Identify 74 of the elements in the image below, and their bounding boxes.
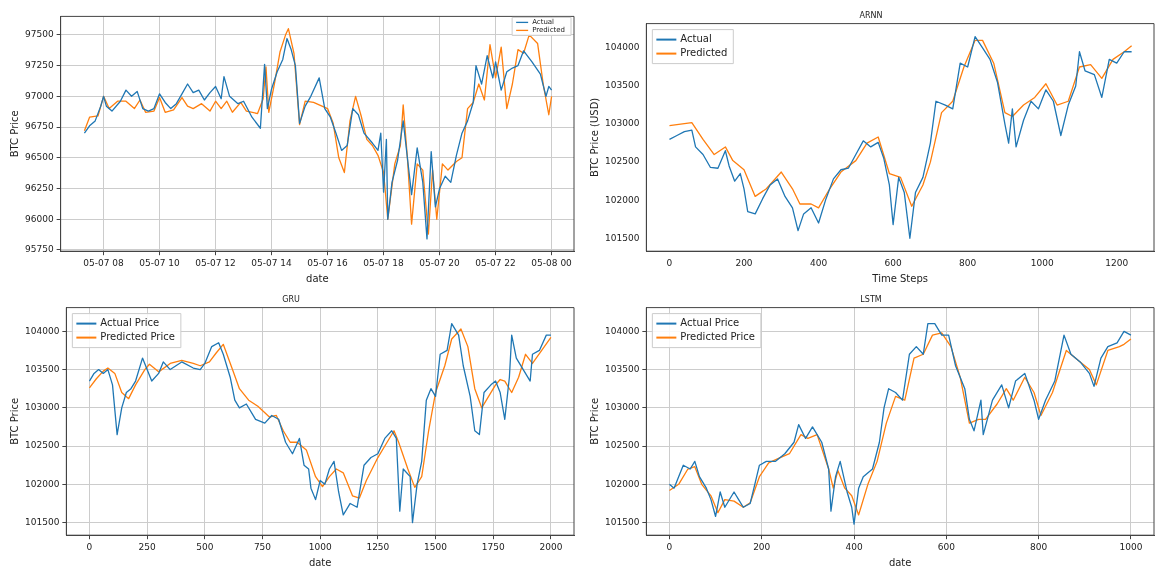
- legend-label: Predicted Price: [680, 331, 755, 343]
- y-axis-title: BTC Price (USD): [588, 97, 600, 178]
- x-tick-label: 200: [753, 541, 771, 552]
- x-tick-label: 400: [809, 257, 828, 268]
- y-tick-label: 101500: [605, 232, 640, 243]
- x-tick-label: 600: [884, 257, 902, 268]
- y-tick-label: 97250: [24, 59, 54, 70]
- x-tick-label: 500: [196, 541, 214, 552]
- x-tick-label: 1000: [1119, 541, 1143, 552]
- y-axis-title: BTC Price: [8, 110, 20, 158]
- x-axis-title: date: [308, 556, 332, 568]
- x-tick-label: 05-07 14: [251, 257, 293, 268]
- x-tick-label: 05-07 08: [83, 257, 125, 268]
- y-tick-label: 101500: [605, 516, 640, 527]
- x-tick-label: 1500: [424, 541, 448, 552]
- legend-label: Predicted Price: [100, 331, 175, 343]
- x-tick-label: 600: [937, 541, 956, 552]
- x-tick-label: 05-07 12: [195, 257, 236, 268]
- x-tick-label: 1000: [308, 541, 332, 552]
- x-tick-label: 05-07 22: [475, 257, 516, 268]
- x-tick-label: 05-07 10: [139, 257, 181, 268]
- y-tick-label: 102500: [25, 440, 60, 451]
- y-tick-label: 102000: [25, 478, 60, 489]
- y-tick-label: 103000: [605, 118, 640, 129]
- y-tick-label: 101500: [25, 516, 60, 527]
- legend-label: Predicted: [680, 47, 728, 59]
- y-tick-label: 96250: [24, 182, 54, 193]
- y-tick-label: 103500: [605, 363, 640, 374]
- y-tick-label: 97000: [24, 90, 54, 101]
- x-tick-label: 05-08 00: [531, 257, 573, 268]
- x-tick-label: 200: [735, 257, 753, 268]
- y-tick-label: 102000: [605, 194, 640, 205]
- y-tick-label: 103500: [605, 80, 640, 91]
- y-tick-label: 104000: [605, 42, 640, 53]
- x-tick-label: 0: [86, 541, 93, 552]
- y-tick-label: 103000: [25, 402, 60, 413]
- x-tick-label: 05-07 20: [419, 257, 461, 268]
- x-tick-label: 400: [845, 541, 863, 552]
- x-axis-title: Time Steps: [871, 272, 928, 284]
- x-tick-label: 1250: [366, 541, 390, 552]
- x-tick-label: 250: [138, 541, 156, 552]
- y-tick-label: 102000: [605, 478, 640, 489]
- y-tick-label: 103000: [605, 402, 640, 413]
- y-tick-label: 103500: [25, 363, 60, 374]
- chart-title: ARNN: [859, 10, 883, 20]
- y-tick-label: 96500: [24, 152, 54, 163]
- y-tick-label: 96000: [24, 213, 54, 224]
- y-tick-label: 96750: [24, 121, 54, 132]
- x-tick-label: 1000: [1030, 257, 1054, 268]
- x-tick-label: 05-07 18: [363, 257, 405, 268]
- x-tick-label: 05-07 16: [307, 257, 349, 268]
- x-tick-label: 1200: [1105, 257, 1129, 268]
- legend-label: Actual: [680, 33, 712, 45]
- legend-label: Actual Price: [680, 317, 740, 329]
- x-tick-label: 2000: [539, 541, 563, 552]
- y-tick-label: 102500: [605, 440, 640, 451]
- x-tick-label: 800: [959, 257, 977, 268]
- y-axis-title: BTC Price: [8, 397, 20, 445]
- y-tick-label: 104000: [25, 325, 60, 336]
- x-tick-label: 0: [666, 541, 673, 552]
- x-axis-title: date: [306, 272, 329, 284]
- x-tick-label: 750: [253, 541, 272, 552]
- y-axis-title: BTC Price: [588, 397, 600, 445]
- x-axis-title: date: [888, 556, 912, 568]
- x-tick-label: 1750: [481, 541, 505, 552]
- chart-title: GRU: [282, 294, 300, 304]
- chart-title: LSTM: [860, 294, 882, 304]
- legend-label: Actual Price: [100, 317, 160, 329]
- y-tick-label: 102500: [605, 156, 640, 167]
- y-tick-label: 104000: [605, 325, 640, 336]
- x-tick-label: 800: [1030, 541, 1048, 552]
- y-tick-label: 95750: [24, 244, 54, 255]
- x-tick-label: 0: [666, 257, 673, 268]
- y-tick-label: 97500: [24, 29, 54, 40]
